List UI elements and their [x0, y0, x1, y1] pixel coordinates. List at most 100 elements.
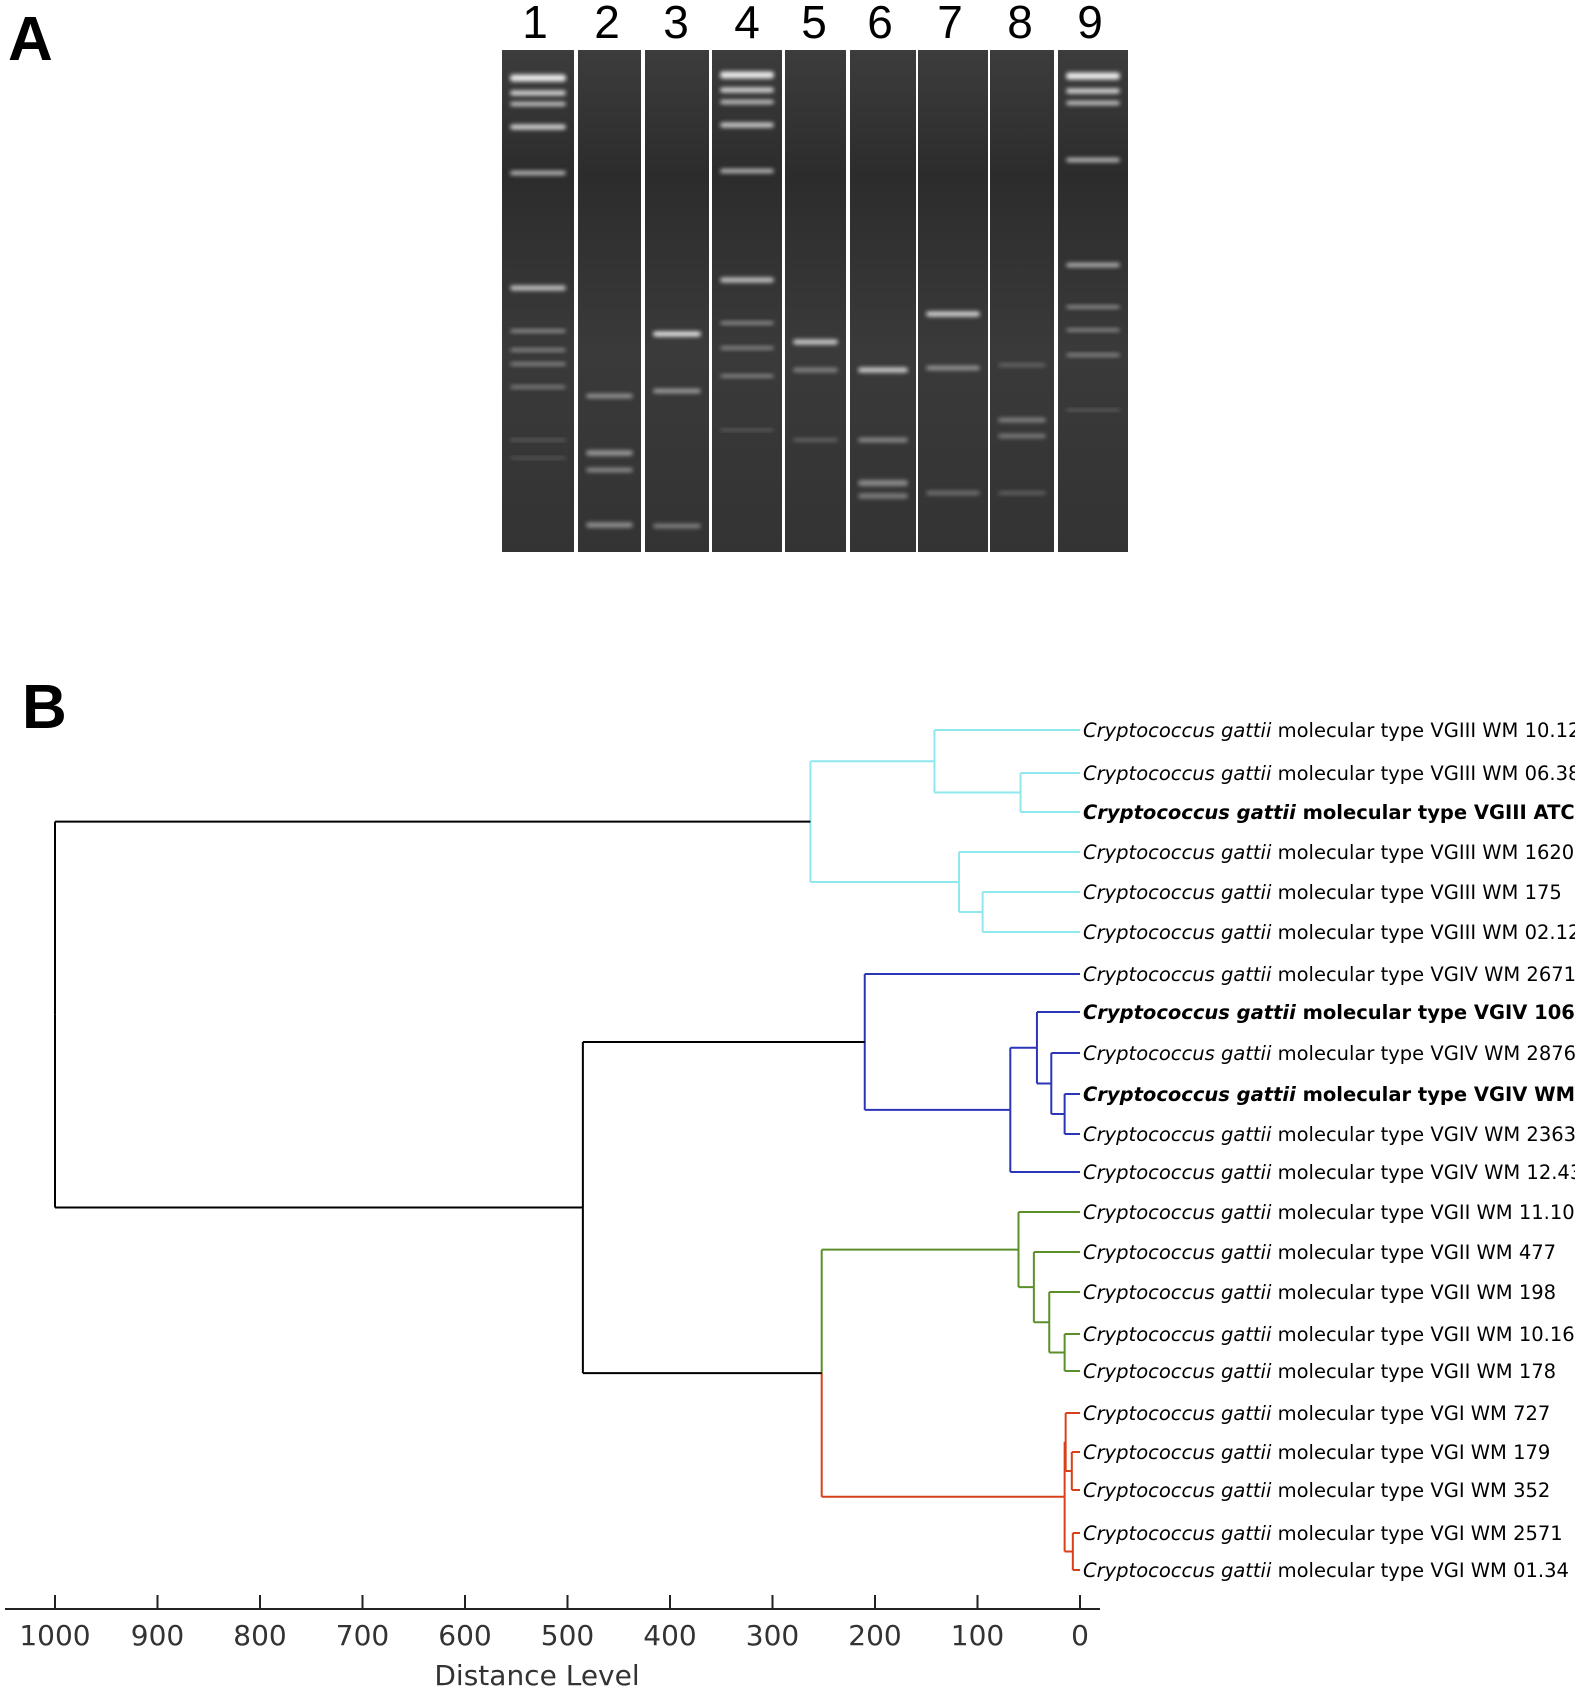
- leaf-species: Cryptococcus gattii: [1083, 881, 1272, 904]
- axis-tick-label: 700: [336, 1619, 389, 1652]
- dendrogram-node-c19: [820, 1248, 1065, 1498]
- dendrogram-node-c10: [863, 973, 1080, 1111]
- gel-lane-5: [785, 50, 846, 552]
- leaf-label: Cryptococcus gattii molecular type VGIV …: [1083, 1083, 1575, 1106]
- dendrogram-node-c11: [1063, 1333, 1080, 1372]
- leaf-species: Cryptococcus gattii: [1083, 1323, 1272, 1346]
- gel-lane-4: [712, 50, 782, 552]
- leaf-species: Cryptococcus gattii: [1083, 1042, 1272, 1065]
- lane-number-2: 2: [594, 0, 620, 48]
- leaf-label: Cryptococcus gattii molecular type VGI W…: [1083, 1522, 1563, 1545]
- leaf-label: Cryptococcus gattii molecular type VGIII…: [1083, 841, 1574, 864]
- leaf-species: Cryptococcus gattii: [1083, 921, 1272, 944]
- leaf-species: Cryptococcus gattii: [1083, 1161, 1272, 1184]
- gel-lane-9: [1058, 50, 1128, 552]
- lane-number-6: 6: [867, 0, 893, 48]
- leaf-species: Cryptococcus gattii: [1083, 1441, 1272, 1464]
- dendrogram-node-c13: [1032, 1251, 1080, 1324]
- leaf-species: Cryptococcus gattii: [1083, 1402, 1272, 1425]
- leaf-type: molecular type VGIV 106.97: [1296, 1001, 1575, 1024]
- leaf-label: Cryptococcus gattii molecular type VGIII…: [1083, 762, 1575, 785]
- lane-number-9: 9: [1077, 0, 1103, 48]
- lane-number-4: 4: [734, 0, 760, 48]
- gel-lane-6: [850, 50, 916, 552]
- leaf-species: Cryptococcus gattii: [1083, 963, 1272, 986]
- leaf-label: Cryptococcus gattii molecular type VGIV …: [1083, 963, 1575, 986]
- leaf-label: Cryptococcus gattii molecular type VGI W…: [1083, 1441, 1550, 1464]
- axis-tick-label: 0: [1071, 1619, 1089, 1652]
- dendrogram-node-c3: [981, 891, 1080, 933]
- leaf-species: Cryptococcus gattii: [1083, 841, 1272, 864]
- leaf-label: Cryptococcus gattii molecular type VGIII…: [1083, 921, 1575, 944]
- dendrogram-node-c17: [1071, 1532, 1080, 1571]
- leaf-type: molecular type VGIV WM 2363: [1271, 1123, 1575, 1146]
- dendrogram-node-c14: [1017, 1211, 1080, 1289]
- axis-tick-label: 1000: [19, 1619, 90, 1652]
- dendrogram-node-c1: [1019, 772, 1080, 813]
- dendrogram-node-c4: [958, 851, 1080, 913]
- leaf-label: Cryptococcus gattii molecular type VGIII…: [1083, 881, 1562, 904]
- leaf-species: Cryptococcus gattii: [1083, 1559, 1272, 1582]
- dendrogram-node-c18: [1063, 1441, 1073, 1553]
- leaf-type: molecular type VGIII WM 10.121: [1271, 719, 1575, 742]
- leaf-label: Cryptococcus gattii molecular type VGI W…: [1083, 1402, 1550, 1425]
- leaf-species: Cryptococcus gattii: [1083, 1123, 1272, 1146]
- leaf-type: molecular type VGIV WM 779: [1296, 1083, 1575, 1106]
- axis-tick-label: 600: [438, 1619, 491, 1652]
- dendrogram-node-c5: [809, 760, 960, 883]
- leaf-type: molecular type VGIII WM 175: [1271, 881, 1561, 904]
- lane-number-8: 8: [1007, 0, 1033, 48]
- axis-tick-300: 300: [746, 1595, 799, 1652]
- axis-tick-200: 200: [848, 1595, 902, 1652]
- axis-tick-1000: 1000: [19, 1595, 91, 1652]
- leaf-type: molecular type VGIII WM 02.127: [1271, 921, 1575, 944]
- axis-tick-label: 300: [746, 1619, 799, 1652]
- axis-tick-100: 100: [951, 1595, 1004, 1652]
- leaf-label: Cryptococcus gattii molecular type VGI W…: [1083, 1479, 1550, 1502]
- panel-a-letter: A: [8, 5, 53, 74]
- axis-tick-400: 400: [643, 1595, 697, 1652]
- leaf-species: Cryptococcus gattii: [1083, 1360, 1272, 1383]
- axis-tick-500: 500: [541, 1595, 594, 1652]
- gel-image: [500, 48, 1128, 553]
- axis-tick-900: 900: [131, 1595, 184, 1652]
- axis-tick-800: 800: [233, 1595, 287, 1652]
- leaf-label: Cryptococcus gattii molecular type VGII …: [1083, 1281, 1556, 1304]
- distance-axis: 1000 900 800 700 600 500 400 300 200 100 0 Distanc…: [5, 1595, 1100, 1692]
- leaf-species: Cryptococcus gattii: [1083, 1522, 1272, 1545]
- dendrogram-node-c16: [1064, 1412, 1080, 1472]
- leaf-type: molecular type VGIV WM 2876: [1271, 1042, 1575, 1065]
- axis-tick-label: 800: [233, 1619, 286, 1652]
- gel-lane-2: [578, 50, 641, 552]
- leaf-label: Cryptococcus gattii molecular type VGI W…: [1083, 1559, 1569, 1582]
- axis-label: Distance Level: [434, 1659, 639, 1692]
- leaf-label: Cryptococcus gattii molecular type VGIV …: [1083, 1042, 1575, 1065]
- gel-lane-8: [990, 50, 1054, 552]
- leaf-type: molecular type VGI WM 01.34: [1271, 1559, 1569, 1582]
- leaf-label-list: Cryptococcus gattii molecular type VGIII…: [1083, 719, 1575, 1582]
- axis-tick-label: 500: [541, 1619, 594, 1652]
- leaf-type: molecular type VGII WM 10.16: [1271, 1323, 1574, 1346]
- leaf-species: Cryptococcus gattii: [1083, 762, 1272, 785]
- leaf-label: Cryptococcus gattii molecular type VGII …: [1083, 1201, 1575, 1224]
- gel-lane-7: [918, 50, 988, 552]
- leaf-species: Cryptococcus gattii: [1083, 1241, 1272, 1264]
- gel-lane-1: [502, 50, 574, 552]
- leaf-species: Cryptococcus gattii: [1083, 1201, 1272, 1224]
- dendrogram-node-c7: [1050, 1052, 1080, 1115]
- leaf-label: Cryptococcus gattii molecular type VGII …: [1083, 1323, 1575, 1346]
- leaf-label: Cryptococcus gattii molecular type VGII …: [1083, 1360, 1556, 1383]
- axis-tick-700: 700: [336, 1595, 389, 1652]
- leaf-species: Cryptococcus gattii: [1083, 1281, 1272, 1304]
- leaf-type: molecular type VGIV WM 2671: [1271, 963, 1575, 986]
- lane-number-7: 7: [937, 0, 963, 48]
- leaf-label: Cryptococcus gattii molecular type VGIV …: [1083, 1001, 1575, 1024]
- dendrogram-node-c2: [933, 729, 1080, 794]
- leaf-species: Cryptococcus gattii: [1083, 1083, 1296, 1106]
- gel-lane-3: [645, 50, 709, 552]
- dendrogram-node-c6: [1063, 1093, 1080, 1135]
- leaf-label: Cryptococcus gattii molecular type VGIV …: [1083, 1161, 1575, 1184]
